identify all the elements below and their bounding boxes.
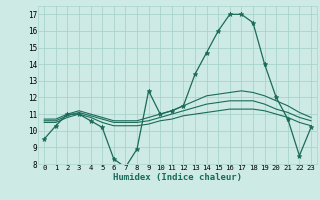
X-axis label: Humidex (Indice chaleur): Humidex (Indice chaleur) xyxy=(113,173,242,182)
